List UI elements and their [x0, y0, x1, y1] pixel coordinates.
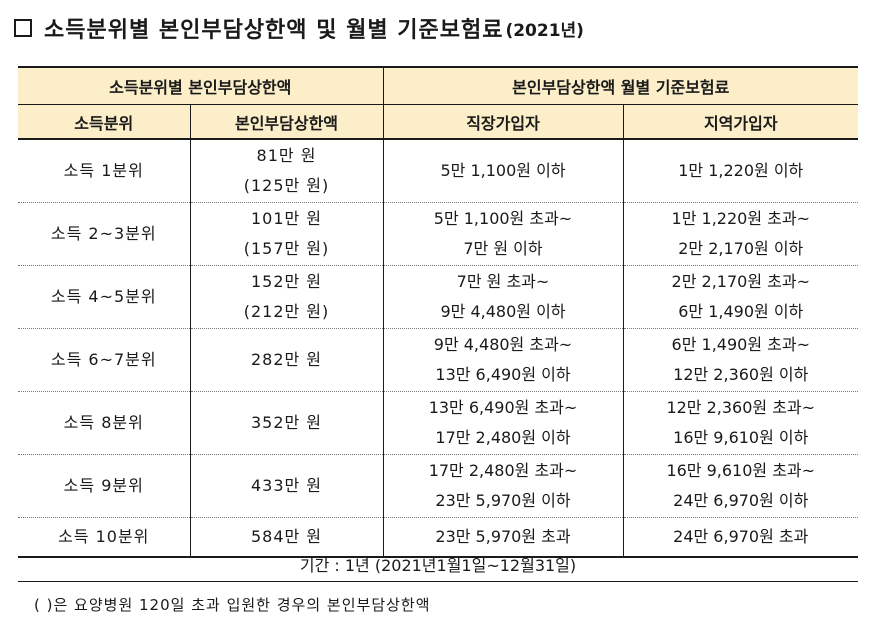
table-row: 소득 9분위 433만 원 17만 2,480원 초과~ 23만 5,970원 이하 1…	[18, 454, 859, 518]
cell-text: 584만 원	[250, 527, 323, 546]
table-row: 소득 4~5분위 152만 원 (212만 원) 7만 원 초과~ 9만 4,480원 …	[18, 265, 859, 329]
cell-text: 12만 2,360원 이하	[673, 365, 809, 384]
cell-text: 소득 6~7분위	[50, 350, 157, 369]
cell-text: 소득 2~3분위	[50, 224, 157, 243]
cell-text: 282만 원	[250, 350, 323, 369]
cell-income-bracket: 소득 10분위	[18, 517, 190, 558]
cell-copay-limit: 152만 원 (212만 원)	[189, 265, 383, 329]
cell-employee-premium: 7만 원 초과~ 9만 4,480원 이하	[382, 265, 623, 329]
cell-text: (125만 원)	[243, 176, 330, 195]
cell-employee-premium: 9만 4,480원 초과~ 13만 6,490원 이하	[382, 328, 623, 392]
cell-text: 소득 8분위	[63, 413, 144, 432]
cell-text: 24만 6,970원 이하	[673, 491, 809, 510]
cell-text: 1만 1,220원 초과~	[671, 209, 810, 228]
title-year: (2021년)	[505, 20, 584, 41]
cell-employee-premium: 17만 2,480원 초과~ 23만 5,970원 이하	[382, 454, 623, 518]
table-row: 소득 8분위 352만 원 13만 6,490원 초과~ 17만 2,480원 이하 1…	[18, 391, 859, 455]
period-note: 기간 : 1년 (2021년1월1일~12월31일)	[18, 551, 858, 582]
table-row: 소득 10분위 584만 원 23만 5,970원 초과 24만 6,970원 초과	[18, 517, 859, 558]
cell-text: 24만 6,970원 초과	[673, 527, 809, 546]
cell-text: 23만 5,970원 초과	[435, 527, 571, 546]
cell-text: 101만 원	[250, 209, 323, 228]
cell-text: (212만 원)	[243, 302, 330, 321]
cell-regional-premium: 1만 1,220원 초과~ 2만 2,170원 이하	[622, 202, 859, 266]
cell-text: 6만 1,490원 초과~	[671, 335, 810, 354]
cell-copay-limit: 433만 원	[189, 454, 383, 518]
table-row: 소득 1분위 81만 원 (125만 원) 5만 1,100원 이하 1만 1,220원…	[18, 139, 859, 203]
cell-text: 17만 2,480원 이하	[435, 428, 571, 447]
cell-copay-limit: 352만 원	[189, 391, 383, 455]
table-row: 소득 6~7분위 282만 원 9만 4,480원 초과~ 13만 6,490원 이하…	[18, 328, 859, 392]
cell-text: 2만 2,170원 초과~	[671, 272, 810, 291]
cell-copay-limit: 81만 원 (125만 원)	[189, 139, 383, 203]
header-regional-subscriber: 지역가입자	[622, 104, 859, 140]
cell-employee-premium: 13만 6,490원 초과~ 17만 2,480원 이하	[382, 391, 623, 455]
document-title: 소득분위별 본인부담상한액 및 월별 기준보험료 (2021년)	[14, 10, 584, 46]
cell-text: 17만 2,480원 초과~	[428, 461, 578, 480]
header-group-row: 소득분위별 본인부담상한액 본인부담상한액 월별 기준보험료	[18, 66, 859, 105]
cell-text: 13만 6,490원 초과~	[428, 398, 578, 417]
cell-text: 13만 6,490원 이하	[435, 365, 571, 384]
copayment-limit-table: 소득분위별 본인부담상한액 본인부담상한액 월별 기준보험료 소득분위 본인부담…	[18, 66, 859, 558]
cell-copay-limit: 282만 원	[189, 328, 383, 392]
cell-text: 2만 2,170원 이하	[678, 239, 804, 258]
cell-employee-premium: 23만 5,970원 초과	[382, 517, 623, 558]
cell-text: 12만 2,360원 초과~	[666, 398, 816, 417]
cell-text: 소득 1분위	[63, 161, 144, 180]
cell-text: 9만 4,480원 초과~	[433, 335, 573, 354]
cell-text: 16만 9,610원 초과~	[666, 461, 816, 480]
title-text: 소득분위별 본인부담상한액 및 월별 기준보험료	[44, 18, 504, 43]
header-copay-limit: 본인부담상한액	[189, 104, 383, 140]
header-employee-subscriber: 직장가입자	[382, 104, 623, 140]
cell-text: 5만 1,100원 초과~	[433, 209, 573, 228]
cell-text: 7만 원 초과~	[456, 272, 550, 291]
cell-text: 소득 9분위	[63, 476, 144, 495]
cell-text: 7만 원 이하	[463, 239, 543, 258]
table-row: 소득 2~3분위 101만 원 (157만 원) 5만 1,100원 초과~ 7만 원 …	[18, 202, 859, 266]
cell-text: 81만 원	[256, 146, 317, 165]
cell-income-bracket: 소득 4~5분위	[18, 265, 190, 329]
table-body: 소득 1분위 81만 원 (125만 원) 5만 1,100원 이하 1만 1,220원…	[18, 139, 859, 558]
cell-text: 1만 1,220원 이하	[678, 161, 804, 180]
cell-text: 9만 4,480원 이하	[440, 302, 566, 321]
cell-income-bracket: 소득 8분위	[18, 391, 190, 455]
cell-regional-premium: 16만 9,610원 초과~ 24만 6,970원 이하	[622, 454, 859, 518]
cell-income-bracket: 소득 1분위	[18, 139, 190, 203]
cell-regional-premium: 24만 6,970원 초과	[622, 517, 859, 558]
cell-income-bracket: 소득 2~3분위	[18, 202, 190, 266]
cell-text: 16만 9,610원 이하	[673, 428, 809, 447]
cell-text: (157만 원)	[243, 239, 330, 258]
cell-text: 5만 1,100원 이하	[440, 161, 566, 180]
cell-income-bracket: 소득 6~7분위	[18, 328, 190, 392]
header-group-limit: 소득분위별 본인부담상한액	[18, 66, 383, 105]
cell-copay-limit: 584만 원	[189, 517, 383, 558]
cell-employee-premium: 5만 1,100원 초과~ 7만 원 이하	[382, 202, 623, 266]
header-column-row: 소득분위 본인부담상한액 직장가입자 지역가입자	[18, 104, 859, 140]
cell-regional-premium: 2만 2,170원 초과~ 6만 1,490원 이하	[622, 265, 859, 329]
cell-text: 433만 원	[250, 476, 323, 495]
cell-text: 23만 5,970원 이하	[435, 491, 571, 510]
cell-text: 소득 10분위	[58, 527, 150, 546]
cell-text: 152만 원	[250, 272, 323, 291]
cell-text: 소득 4~5분위	[50, 287, 157, 306]
checkbox-square-icon	[14, 19, 32, 37]
footnote: ( )은 요양병원 120일 초과 입원한 경우의 본인부담상한액	[34, 596, 431, 614]
cell-regional-premium: 6만 1,490원 초과~ 12만 2,360원 이하	[622, 328, 859, 392]
cell-regional-premium: 1만 1,220원 이하	[622, 139, 859, 203]
cell-employee-premium: 5만 1,100원 이하	[382, 139, 623, 203]
cell-text: 6만 1,490원 이하	[678, 302, 804, 321]
cell-regional-premium: 12만 2,360원 초과~ 16만 9,610원 이하	[622, 391, 859, 455]
cell-copay-limit: 101만 원 (157만 원)	[189, 202, 383, 266]
cell-text: 352만 원	[250, 413, 323, 432]
cell-income-bracket: 소득 9분위	[18, 454, 190, 518]
header-group-premium: 본인부담상한액 월별 기준보험료	[382, 66, 859, 105]
header-income-bracket: 소득분위	[18, 104, 190, 140]
